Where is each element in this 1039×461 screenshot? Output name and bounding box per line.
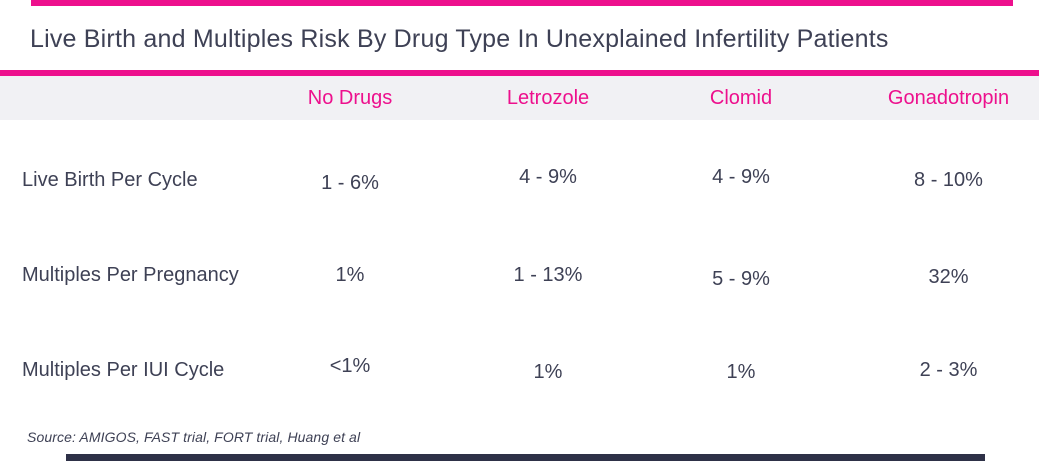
- row-label: Multiples Per Pregnancy: [22, 263, 239, 286]
- top-accent-bar: [31, 0, 1013, 6]
- table-cell: 2 - 3%: [919, 358, 978, 381]
- table-row: Multiples Per Pregnancy 1% 1 - 13% 5 - 9…: [0, 249, 1039, 301]
- column-header-letrozole: Letrozole: [506, 86, 590, 109]
- table-cell: <1%: [329, 354, 371, 377]
- table-cell: 1%: [533, 360, 563, 383]
- table-cell: 32%: [928, 265, 969, 288]
- table-cell: 1 - 13%: [513, 263, 583, 286]
- table-cell: 1%: [335, 263, 365, 286]
- source-note: Source: AMIGOS, FAST trial, FORT trial, …: [27, 429, 361, 445]
- title-divider: [0, 70, 1039, 76]
- table-cell: 4 - 9%: [519, 165, 577, 188]
- column-header-clomid: Clomid: [709, 86, 773, 109]
- table-header-row: No Drugs Letrozole Clomid Gonadotropin: [0, 76, 1039, 120]
- row-label: Multiples Per IUI Cycle: [22, 358, 225, 381]
- table-row: Live Birth Per Cycle 1 - 6% 4 - 9% 4 - 9…: [0, 154, 1039, 206]
- footer-bar: [66, 454, 985, 461]
- table-cell: 5 - 9%: [712, 267, 770, 290]
- column-header-no-drugs: No Drugs: [307, 86, 393, 109]
- page-title: Live Birth and Multiples Risk By Drug Ty…: [30, 25, 889, 53]
- table-cell: 8 - 10%: [914, 168, 983, 191]
- table-cell: 4 - 9%: [712, 165, 770, 188]
- table-cell: 1 - 6%: [321, 171, 379, 194]
- row-label: Live Birth Per Cycle: [22, 168, 198, 191]
- table-row: Multiples Per IUI Cycle <1% 1% 1% 2 - 3%: [0, 344, 1039, 396]
- table-cell: 1%: [726, 360, 756, 383]
- column-header-gonadotropin: Gonadotropin: [887, 86, 1010, 109]
